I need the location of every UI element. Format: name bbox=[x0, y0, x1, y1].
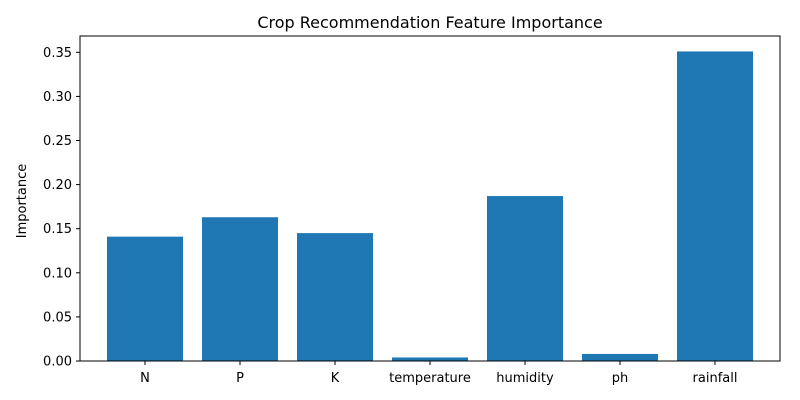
y-tick-label: 0.00 bbox=[43, 355, 72, 370]
x-tick-label: N bbox=[140, 371, 150, 386]
bar-K bbox=[297, 233, 373, 361]
bar-N bbox=[107, 236, 183, 361]
x-tick-label: ph bbox=[612, 371, 629, 386]
y-tick-label: 0.10 bbox=[43, 266, 72, 281]
y-tick-label: 0.25 bbox=[43, 134, 72, 149]
bar-P bbox=[202, 217, 278, 361]
bar-humidity bbox=[487, 196, 563, 361]
y-tick-label: 0.30 bbox=[43, 90, 72, 105]
bars-group bbox=[107, 51, 753, 361]
x-tick-label: K bbox=[331, 371, 340, 386]
y-tick-label: 0.20 bbox=[43, 178, 72, 193]
x-tick-label: P bbox=[236, 371, 244, 386]
y-tick-label: 0.35 bbox=[43, 46, 72, 61]
bar-ph bbox=[582, 353, 658, 361]
y-tick-label: 0.05 bbox=[43, 310, 72, 325]
x-tick-label: humidity bbox=[496, 371, 554, 386]
y-tick-label: 0.15 bbox=[43, 222, 72, 237]
y-ticks-group: 0.00 0.05 0.10 0.15 0.20 0.25 0.30 0.35 bbox=[43, 46, 80, 370]
bar-temperature bbox=[392, 357, 468, 361]
y-axis-label: Importance bbox=[15, 164, 30, 239]
x-tick-label: temperature bbox=[389, 371, 471, 386]
chart-title: Crop Recommendation Feature Importance bbox=[257, 13, 602, 32]
plot-frame bbox=[79, 35, 781, 362]
x-tick-label: rainfall bbox=[693, 371, 738, 386]
bar-rainfall bbox=[677, 51, 753, 361]
